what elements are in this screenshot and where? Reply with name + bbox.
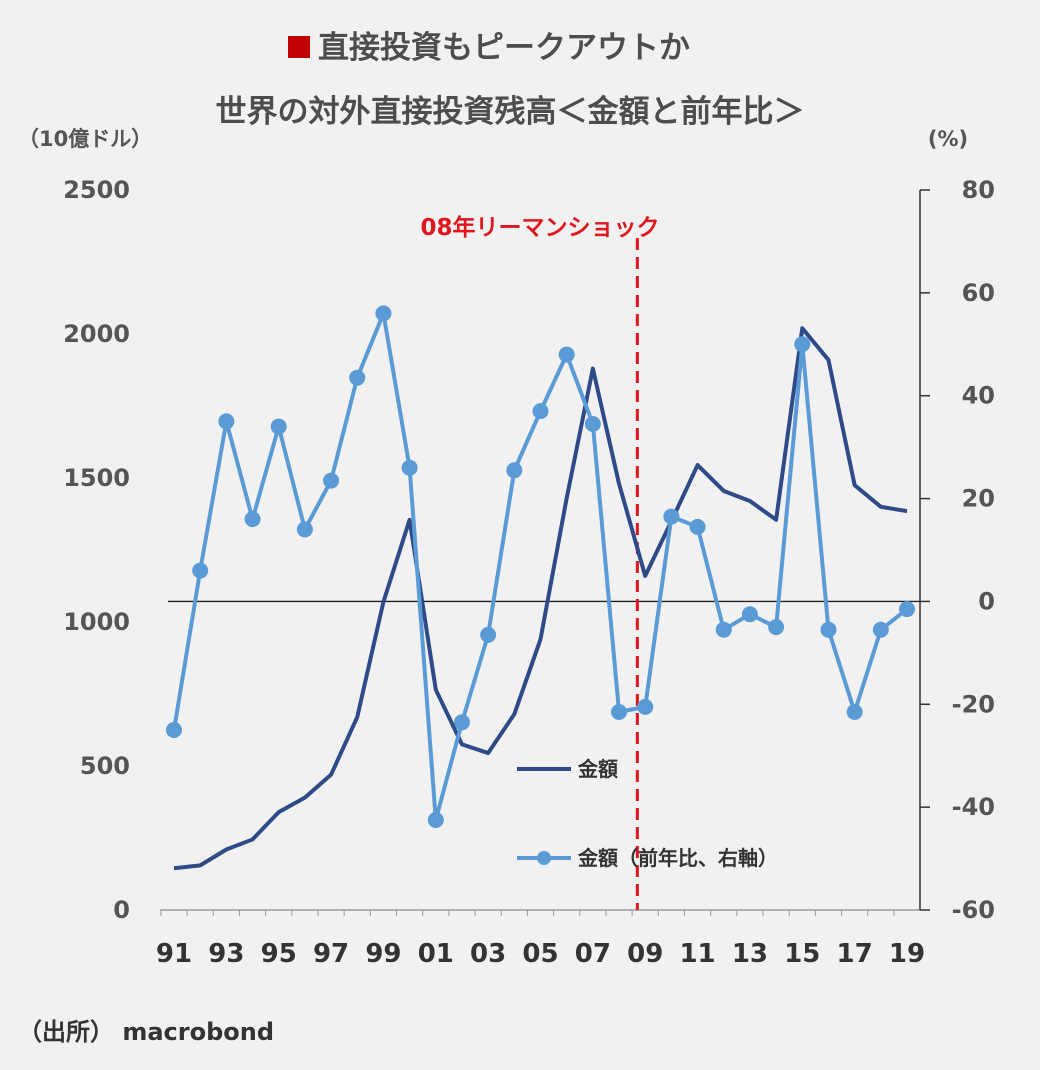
yoy-point [741, 606, 758, 623]
yoy-point [427, 812, 444, 828]
x-tick-label: 03 [470, 939, 506, 969]
x-tick-label: 97 [313, 939, 349, 969]
yoy-point [532, 403, 549, 420]
yoy-point [218, 413, 235, 430]
left-axis-ticks: 0 500 1000 1500 2000 2500 [63, 176, 130, 924]
yoy-point [375, 305, 392, 322]
x-tick-label: 91 [156, 939, 192, 969]
yoy-point [872, 621, 889, 638]
left-tick-label: 0 [113, 896, 130, 924]
right-axis-ticks: -60 -40 -20 0 20 40 60 80 [920, 176, 995, 924]
yoy-point [506, 462, 523, 479]
x-tick-label: 07 [575, 939, 611, 969]
chart-title: 直接投資もピークアウトか [318, 30, 690, 66]
legend-label-amount: 金額 [577, 757, 618, 781]
legend-label-yoy: 金額（前年比、右軸） [577, 846, 778, 870]
yoy-point [899, 601, 915, 618]
right-tick-label: -20 [952, 690, 995, 718]
right-tick-label: 60 [962, 279, 995, 307]
x-tick-label: 09 [627, 939, 663, 969]
axes [160, 190, 921, 911]
left-tick-label: 500 [80, 752, 130, 780]
left-tick-label: 1500 [63, 464, 130, 492]
chart-subtitle: 世界の対外直接投資残高＜金額と前年比＞ [216, 94, 805, 130]
title-marker [288, 36, 310, 58]
right-tick-label: -60 [952, 896, 995, 924]
yoy-point [611, 704, 628, 720]
x-tick-label: 99 [365, 939, 401, 969]
x-tick-label: 13 [732, 939, 768, 969]
x-tick-label: 95 [261, 939, 297, 969]
legend: 金額 金額（前年比、右軸） [517, 757, 778, 870]
series-amount [173, 326, 908, 871]
yoy-point [166, 722, 182, 738]
x-tick-label: 19 [889, 939, 925, 969]
yoy-point [323, 472, 340, 489]
yoy-point [846, 704, 863, 720]
right-tick-label: -40 [952, 793, 995, 821]
yoy-point [558, 346, 575, 363]
left-tick-label: 2000 [63, 320, 130, 348]
yoy-point [584, 416, 601, 432]
yoy-point [663, 508, 680, 525]
right-tick-label: 40 [962, 382, 995, 410]
right-tick-label: 20 [962, 485, 995, 513]
x-tick-label: 11 [679, 939, 715, 969]
yoy-point [794, 336, 811, 353]
event-label: 08年リーマンショック [420, 214, 659, 241]
yoy-point [820, 621, 837, 638]
yoy-point [192, 562, 209, 579]
yoy-point [480, 626, 497, 643]
yoy-line [172, 311, 909, 822]
yoy-point [715, 621, 732, 638]
x-tick-label: 15 [784, 939, 820, 969]
yoy-point [296, 521, 313, 538]
amount-line [173, 326, 908, 871]
yoy-point [637, 698, 654, 715]
left-tick-label: 1000 [63, 608, 130, 636]
right-tick-label: 0 [978, 587, 995, 615]
yoy-point [689, 518, 706, 535]
right-tick-label: 80 [962, 176, 995, 204]
x-axis-ticks: 91 93 95 97 99 01 03 05 07 09 11 13 15 17 19 [156, 910, 925, 969]
right-axis-unit: (%) [928, 127, 968, 151]
yoy-point [244, 511, 261, 528]
yoy-point [768, 619, 785, 636]
yoy-point [270, 418, 287, 435]
yoy-point [453, 714, 470, 731]
yoy-point [349, 369, 366, 386]
x-tick-label: 17 [837, 939, 873, 969]
x-tick-label: 05 [522, 939, 558, 969]
x-tick-label: 01 [418, 939, 454, 969]
left-tick-label: 2500 [63, 176, 130, 204]
legend-marker-yoy [537, 851, 551, 865]
series-yoy [166, 305, 915, 828]
yoy-point [401, 459, 418, 476]
left-axis-unit: （10億ドル） [18, 127, 152, 151]
source-note: （出所） macrobond [18, 1018, 274, 1046]
x-tick-label: 93 [208, 939, 244, 969]
